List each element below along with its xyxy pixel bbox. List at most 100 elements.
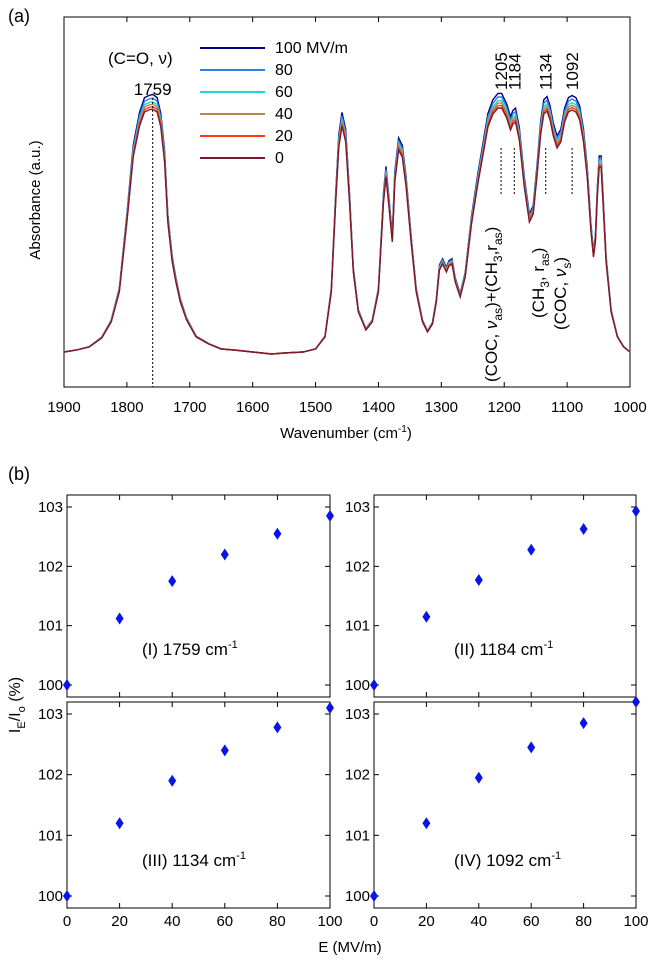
x-tick-label: 0 xyxy=(370,913,378,930)
panel-b-label: (b) xyxy=(8,464,30,484)
peak-label: 1184 xyxy=(505,53,524,90)
x-tick-label: 20 xyxy=(111,913,128,930)
scatter-point xyxy=(326,509,334,522)
scatter-point xyxy=(579,717,588,730)
scatter-panel-frame xyxy=(373,701,637,909)
scatter-panel-frame xyxy=(66,494,331,698)
scatter-point xyxy=(370,679,378,691)
scatter-point xyxy=(63,679,71,691)
y-tick-label: 103 xyxy=(345,706,370,723)
x-tick-label: 40 xyxy=(164,913,181,930)
legend-label: 80 xyxy=(275,62,293,79)
scatter-panel: 100 101 102 103 0 20 40 60 80 100 (IV) 1092 cm-1 xyxy=(345,695,649,930)
scatter-point xyxy=(422,610,431,623)
scatter-point xyxy=(63,890,71,902)
x-tick-label: 60 xyxy=(523,913,540,930)
scatter-point xyxy=(273,527,282,540)
scatter-y-axis-label: IE/Io (%) xyxy=(7,677,28,733)
scatter-point xyxy=(632,505,640,518)
y-tick-label: 101 xyxy=(38,827,63,844)
x-tick-label: 1500 xyxy=(299,399,332,416)
legend-title: (C=O, ν) xyxy=(108,49,173,68)
peak-label: 1134 xyxy=(537,53,556,90)
legend-label: 40 xyxy=(275,106,293,123)
scatter-point xyxy=(474,771,483,784)
x-tick-label: 1900 xyxy=(47,399,80,416)
x-tick-label: 1700 xyxy=(173,399,206,416)
x-tick-label: 40 xyxy=(470,913,487,930)
x-tick-label: 1600 xyxy=(236,399,269,416)
scatter-point xyxy=(579,522,588,535)
x-tick-label: 1000 xyxy=(613,399,646,416)
y-tick-label: 103 xyxy=(38,706,63,723)
y-tick-label: 102 xyxy=(38,558,63,575)
legend-label: 60 xyxy=(275,84,293,101)
x-tick-label: 100 xyxy=(317,913,342,930)
y-tick-label: 101 xyxy=(345,827,370,844)
x-tick-label: 100 xyxy=(623,913,648,930)
x-tick-label: 80 xyxy=(269,913,286,930)
scatter-point xyxy=(220,548,229,561)
scatter-point xyxy=(168,774,177,787)
legend-label: 100 MV/m xyxy=(275,40,348,57)
spectrum-plot-frame xyxy=(63,16,631,388)
scatter-point xyxy=(326,701,334,714)
y-tick-label: 100 xyxy=(345,888,370,905)
scatter-x-axis-label: E (MV/m) xyxy=(318,939,381,956)
legend: 100 MV/m 80 60 40 20 0 xyxy=(200,40,348,167)
y-tick-label: 102 xyxy=(345,767,370,784)
assignment-ch3-ras: (CH3, ras) xyxy=(529,248,552,318)
scatter-point xyxy=(115,612,124,625)
scatter-point xyxy=(632,695,640,708)
y-tick-label: 103 xyxy=(38,499,63,516)
x-tick-label: 0 xyxy=(63,913,71,930)
y-tick-label: 100 xyxy=(345,677,370,694)
scatter-panel-title: (II) 1184 cm-1 xyxy=(454,639,553,659)
panel-a-label: (a) xyxy=(8,6,30,26)
spectrum-x-axis-label: Wavenumber (cm-1) xyxy=(280,424,412,442)
scatter-panel: 100 101 102 103 (II) 1184 cm-1 xyxy=(345,494,640,698)
spectrum-y-axis-label: Absorbance (a.u.) xyxy=(27,140,44,259)
y-tick-label: 101 xyxy=(345,618,370,635)
scatter-point xyxy=(168,575,177,588)
scatter-point xyxy=(527,741,536,754)
spectrum-series-line xyxy=(63,107,631,355)
scatter-panel-title: (IV) 1092 cm-1 xyxy=(454,850,561,870)
x-tick-label: 1400 xyxy=(362,399,395,416)
x-tick-label: 60 xyxy=(216,913,233,930)
assignment-coc-vs: (COC, νs) xyxy=(551,257,574,330)
peak-label: 1759 xyxy=(134,80,172,99)
spectrum-curves xyxy=(63,92,631,355)
scatter-panel-title: (III) 1134 cm-1 xyxy=(142,850,246,870)
x-axis-ticks: 1900 1800 1700 1600 1500 1400 1300 1200 1100 1000 xyxy=(47,17,647,416)
x-tick-label: 20 xyxy=(418,913,435,930)
scatter-panel: 100 101 102 103 0 20 40 60 80 100 (III) 1134 cm-1 xyxy=(38,701,343,930)
scatter-panel-frame xyxy=(66,701,331,909)
scatter-point xyxy=(220,744,229,757)
y-tick-label: 100 xyxy=(38,888,63,905)
peak-label: 1092 xyxy=(563,52,582,90)
legend-label: 0 xyxy=(275,150,284,167)
x-tick-label: 1200 xyxy=(488,399,521,416)
scatter-point xyxy=(422,817,431,830)
y-tick-label: 103 xyxy=(345,499,370,516)
scatter-point xyxy=(370,890,378,902)
y-tick-label: 102 xyxy=(345,558,370,575)
y-tick-label: 101 xyxy=(38,618,63,635)
assignment-coc-as-ch3: (COC, νas)+(CH3,ras) xyxy=(482,227,505,382)
scatter-point xyxy=(527,543,536,556)
x-tick-label: 1300 xyxy=(425,399,458,416)
scatter-point xyxy=(273,721,282,734)
x-tick-label: 1100 xyxy=(551,399,583,416)
scatter-panel-title: (I) 1759 cm-1 xyxy=(142,639,238,659)
x-tick-label: 80 xyxy=(575,913,592,930)
scatter-point xyxy=(474,573,483,586)
y-tick-label: 100 xyxy=(38,677,63,694)
scatter-panel: 100 101 102 103 (I) 1759 cm-1 xyxy=(38,494,334,698)
x-tick-label: 1800 xyxy=(110,399,143,416)
y-tick-label: 102 xyxy=(38,767,63,784)
